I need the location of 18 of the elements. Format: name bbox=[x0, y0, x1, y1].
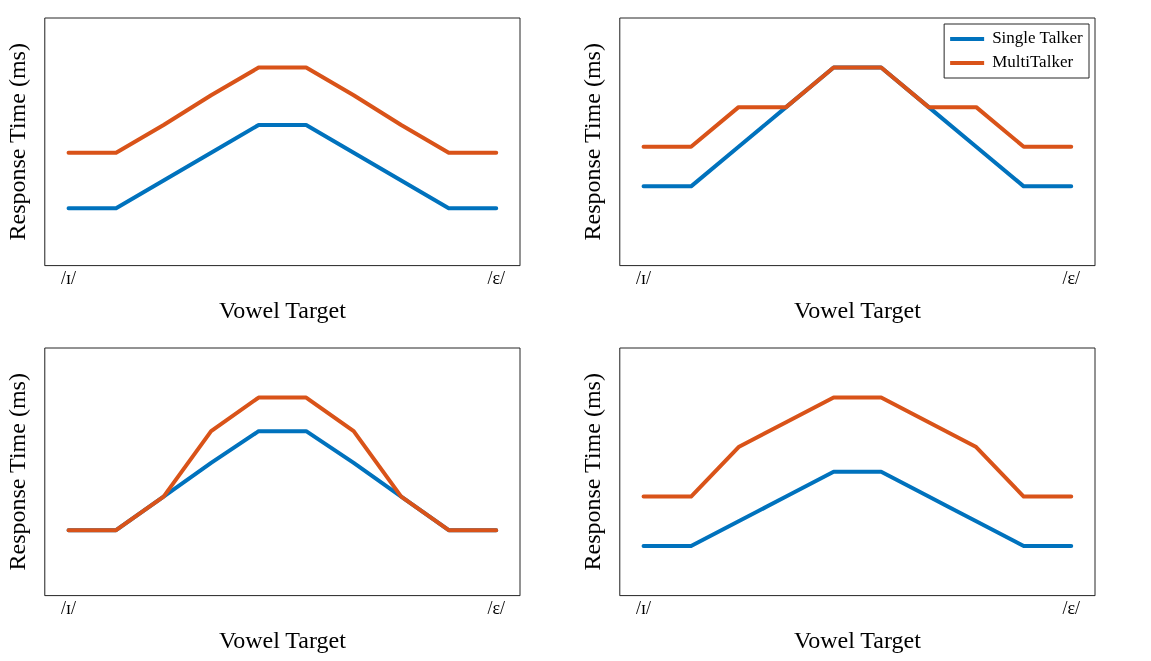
legend-label: Single Talker bbox=[992, 28, 1084, 48]
y-axis-title: Response Time (ms) bbox=[578, 43, 605, 241]
x-axis-title: Vowel Target bbox=[218, 626, 347, 653]
x-tick-label: /ɪ/ bbox=[636, 598, 652, 619]
x-tick-label: /ɛ/ bbox=[1062, 598, 1081, 619]
x-axis-title: Vowel Target bbox=[793, 626, 922, 653]
x-tick-label: /ɪ/ bbox=[61, 268, 77, 289]
y-axis-title: Response Time (ms) bbox=[3, 43, 30, 241]
x-axis-title: Vowel Target bbox=[218, 296, 347, 323]
y-axis-title: Response Time (ms) bbox=[578, 373, 605, 571]
x-axis-title: Vowel Target bbox=[793, 296, 922, 323]
x-tick-label: /ɪ/ bbox=[61, 598, 77, 619]
x-tick-label: /ɛ/ bbox=[487, 598, 506, 619]
legend-label: MultiTalker bbox=[992, 52, 1074, 72]
x-tick-label: /ɛ/ bbox=[1062, 268, 1081, 289]
x-tick-label: /ɪ/ bbox=[636, 268, 652, 289]
x-tick-label: /ɛ/ bbox=[487, 268, 506, 289]
y-axis-title: Response Time (ms) bbox=[3, 373, 30, 571]
